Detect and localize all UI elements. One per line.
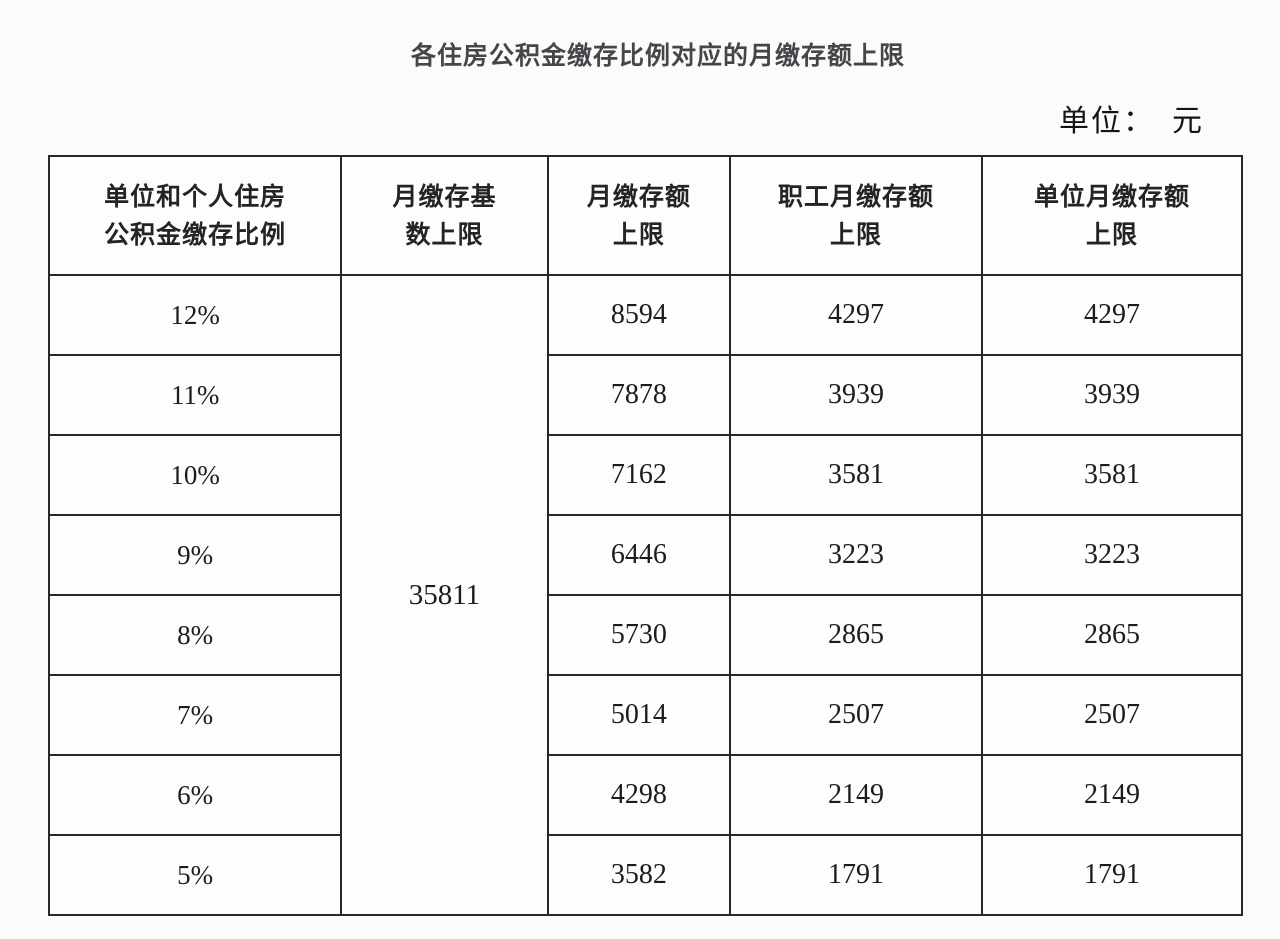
employer-limit-cell: 2507 <box>980 674 1244 756</box>
employer-limit-cell: 3223 <box>980 514 1244 596</box>
employer-limit-cell: 2149 <box>980 754 1244 836</box>
ratio-cell: 12% <box>47 274 343 356</box>
header-ratio: 单位和个人住房 公积金缴存比例 <box>47 155 343 276</box>
monthly-limit-cell: 7162 <box>546 434 732 516</box>
employer-limit-cell: 3581 <box>980 434 1244 516</box>
employee-limit-cell: 3939 <box>729 354 983 436</box>
employer-limit-cell: 3939 <box>980 354 1244 436</box>
unit-label: 单位： 元 <box>1059 105 1204 138</box>
employee-limit-cell: 3581 <box>729 434 983 516</box>
table-row: 5% 3582 1791 1791 <box>47 834 1244 916</box>
monthly-limit-cell: 7878 <box>546 354 732 436</box>
header-employer-limit: 单位月缴存额 上限 <box>980 155 1244 276</box>
monthly-limit-cell: 5730 <box>546 594 732 676</box>
monthly-limit-cell: 4298 <box>546 754 732 836</box>
ratio-cell: 9% <box>47 514 343 596</box>
base-limit-cell: 35811 <box>340 274 549 916</box>
table-row: 10% 7162 3581 3581 <box>47 434 1244 516</box>
table-row: 11% 7878 3939 3939 <box>47 354 1244 436</box>
fund-table: 单位和个人住房 公积金缴存比例 月缴存基 数上限 月缴存额 上限 职工月缴存额 … <box>47 155 1244 916</box>
page-title: 各住房公积金缴存比例对应的月缴存额上限 <box>410 42 905 70</box>
employer-limit-cell: 4297 <box>980 274 1244 356</box>
employee-limit-cell: 3223 <box>729 514 983 596</box>
ratio-cell: 7% <box>47 674 343 756</box>
employee-limit-cell: 1791 <box>729 834 983 916</box>
table-row: 8% 5730 2865 2865 <box>47 594 1244 676</box>
ratio-cell: 10% <box>47 434 343 516</box>
employer-limit-cell: 1791 <box>980 834 1244 916</box>
monthly-limit-cell: 6446 <box>546 514 732 596</box>
ratio-cell: 11% <box>47 354 343 436</box>
employer-limit-cell: 2865 <box>980 594 1244 676</box>
header-employee-limit: 职工月缴存额 上限 <box>729 155 983 276</box>
monthly-limit-cell: 8594 <box>546 274 732 356</box>
header-monthly-limit: 月缴存额 上限 <box>546 155 732 276</box>
table-row: 7% 5014 2507 2507 <box>47 674 1244 756</box>
employee-limit-cell: 4297 <box>729 274 983 356</box>
table-row: 9% 6446 3223 3223 <box>47 514 1244 596</box>
table-row: 12% 35811 8594 4297 4297 <box>47 274 1244 916</box>
monthly-limit-cell: 3582 <box>546 834 732 916</box>
table-row: 6% 4298 2149 2149 <box>47 754 1244 836</box>
employee-limit-cell: 2149 <box>729 754 983 836</box>
header-base-limit: 月缴存基 数上限 <box>340 155 549 276</box>
header-row: 单位和个人住房 公积金缴存比例 月缴存基 数上限 月缴存额 上限 职工月缴存额 … <box>47 155 1244 276</box>
ratio-cell: 5% <box>47 834 343 916</box>
employee-limit-cell: 2865 <box>729 594 983 676</box>
monthly-limit-cell: 5014 <box>546 674 732 756</box>
employee-limit-cell: 2507 <box>729 674 983 756</box>
ratio-cell: 8% <box>47 594 343 676</box>
ratio-cell: 6% <box>47 754 343 836</box>
